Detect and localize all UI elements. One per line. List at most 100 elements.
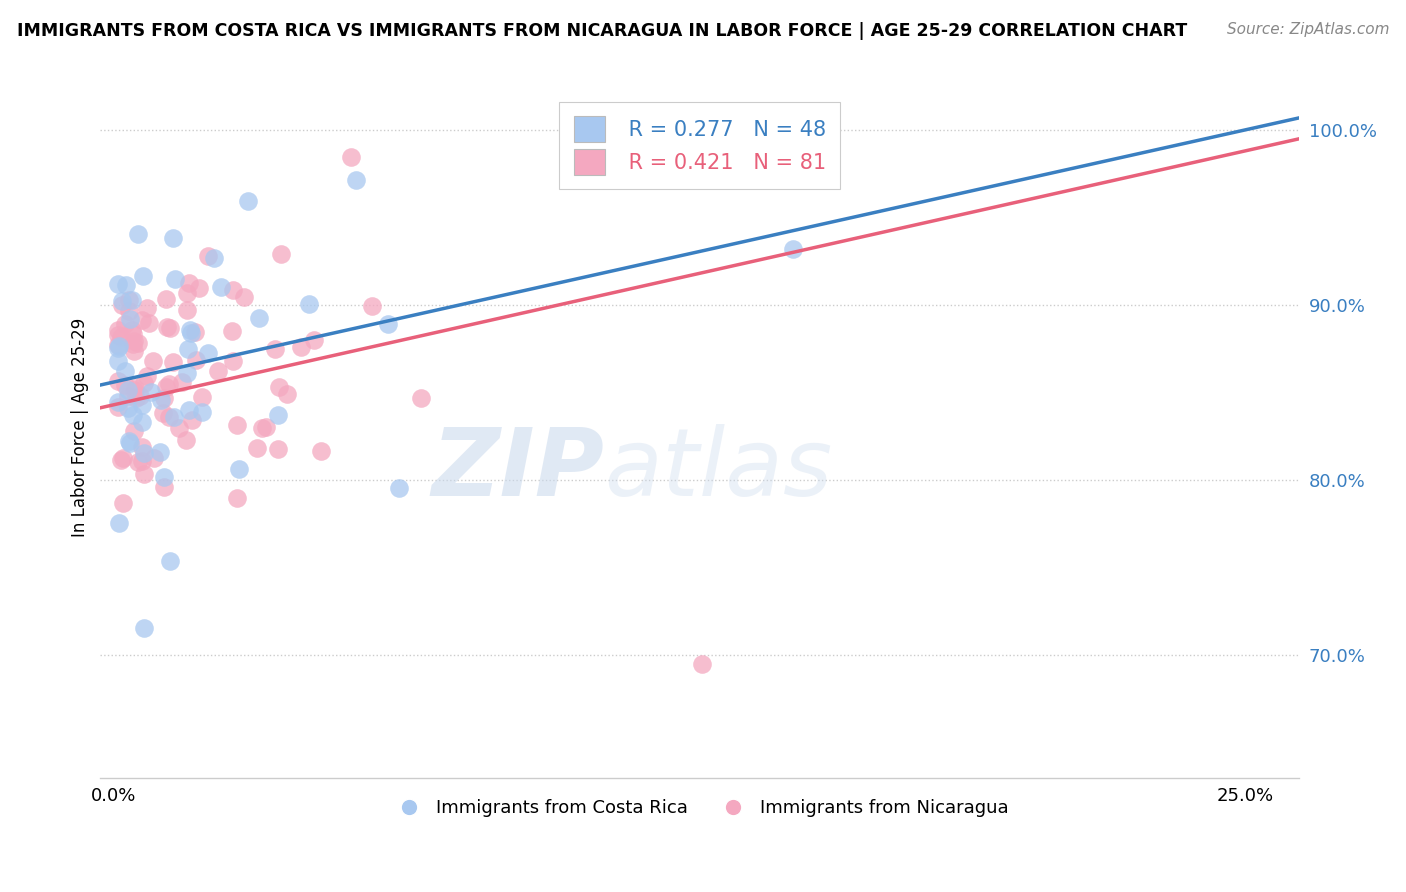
Point: [177, 402, 200, 417]
Point: [107, 374, 129, 388]
Point: [131, 441, 153, 455]
Point: [138, 316, 160, 330]
Point: [181, 413, 204, 427]
Point: [344, 172, 367, 186]
Text: IMMIGRANTS FROM COSTA RICA VS IMMIGRANTS FROM NICARAGUA IN LABOR FORCE | AGE 25-: IMMIGRANTS FROM COSTA RICA VS IMMIGRANTS…: [17, 22, 1187, 40]
Point: [122, 344, 145, 359]
Point: [114, 377, 136, 392]
Point: [107, 401, 129, 415]
Point: [782, 242, 804, 256]
Y-axis label: In Labor Force | Age 25-29: In Labor Force | Age 25-29: [72, 318, 89, 537]
Point: [267, 408, 290, 422]
Point: [267, 380, 290, 394]
Point: [197, 249, 219, 263]
Point: [139, 384, 162, 399]
Point: [267, 442, 290, 457]
Point: [134, 467, 156, 481]
Point: [184, 353, 207, 368]
Point: [131, 399, 153, 413]
Point: [118, 304, 141, 318]
Legend: Immigrants from Costa Rica, Immigrants from Nicaragua: Immigrants from Costa Rica, Immigrants f…: [384, 792, 1017, 824]
Point: [226, 418, 249, 433]
Point: [107, 337, 129, 351]
Point: [340, 150, 363, 164]
Point: [107, 328, 129, 343]
Point: [117, 383, 139, 397]
Point: [115, 278, 138, 293]
Point: [162, 355, 184, 369]
Point: [302, 333, 325, 347]
Point: [690, 657, 713, 671]
Point: [114, 317, 136, 331]
Point: [209, 280, 232, 294]
Point: [132, 269, 155, 284]
Point: [112, 451, 135, 466]
Point: [191, 390, 214, 404]
Point: [377, 317, 399, 331]
Point: [152, 470, 174, 484]
Point: [159, 554, 181, 568]
Point: [247, 311, 270, 326]
Point: [162, 231, 184, 245]
Point: [127, 335, 149, 350]
Point: [118, 434, 141, 448]
Point: [111, 496, 134, 510]
Point: [179, 323, 201, 337]
Text: Source: ZipAtlas.com: Source: ZipAtlas.com: [1226, 22, 1389, 37]
Point: [290, 340, 312, 354]
Point: [252, 421, 274, 435]
Point: [202, 251, 225, 265]
Point: [132, 621, 155, 635]
Point: [238, 194, 260, 209]
Point: [107, 323, 129, 337]
Point: [176, 434, 198, 448]
Text: atlas: atlas: [603, 424, 832, 515]
Point: [264, 342, 287, 356]
Point: [131, 453, 153, 467]
Point: [136, 369, 159, 384]
Point: [191, 405, 214, 419]
Point: [118, 293, 141, 307]
Point: [152, 480, 174, 494]
Point: [246, 441, 269, 455]
Point: [150, 393, 173, 408]
Point: [107, 395, 129, 409]
Point: [254, 419, 277, 434]
Point: [170, 375, 193, 389]
Point: [149, 445, 172, 459]
Point: [128, 389, 150, 403]
Point: [176, 302, 198, 317]
Point: [120, 436, 142, 450]
Point: [143, 450, 166, 465]
Point: [110, 453, 132, 467]
Point: [132, 376, 155, 390]
Point: [152, 406, 174, 420]
Point: [157, 409, 180, 424]
Point: [167, 421, 190, 435]
Point: [131, 415, 153, 429]
Point: [134, 446, 156, 460]
Point: [117, 401, 139, 415]
Point: [156, 319, 179, 334]
Point: [298, 297, 321, 311]
Point: [121, 293, 143, 307]
Point: [222, 283, 245, 297]
Point: [361, 299, 384, 313]
Point: [127, 455, 149, 469]
Point: [411, 391, 433, 405]
Point: [114, 364, 136, 378]
Point: [107, 341, 129, 355]
Point: [131, 313, 153, 327]
Point: [177, 276, 200, 290]
Point: [183, 326, 205, 340]
Point: [107, 516, 129, 531]
Point: [233, 289, 256, 303]
Point: [124, 381, 146, 395]
Point: [122, 408, 145, 422]
Point: [135, 301, 157, 315]
Point: [221, 324, 243, 338]
Point: [121, 327, 143, 342]
Point: [176, 285, 198, 300]
Point: [226, 491, 249, 505]
Point: [111, 298, 134, 312]
